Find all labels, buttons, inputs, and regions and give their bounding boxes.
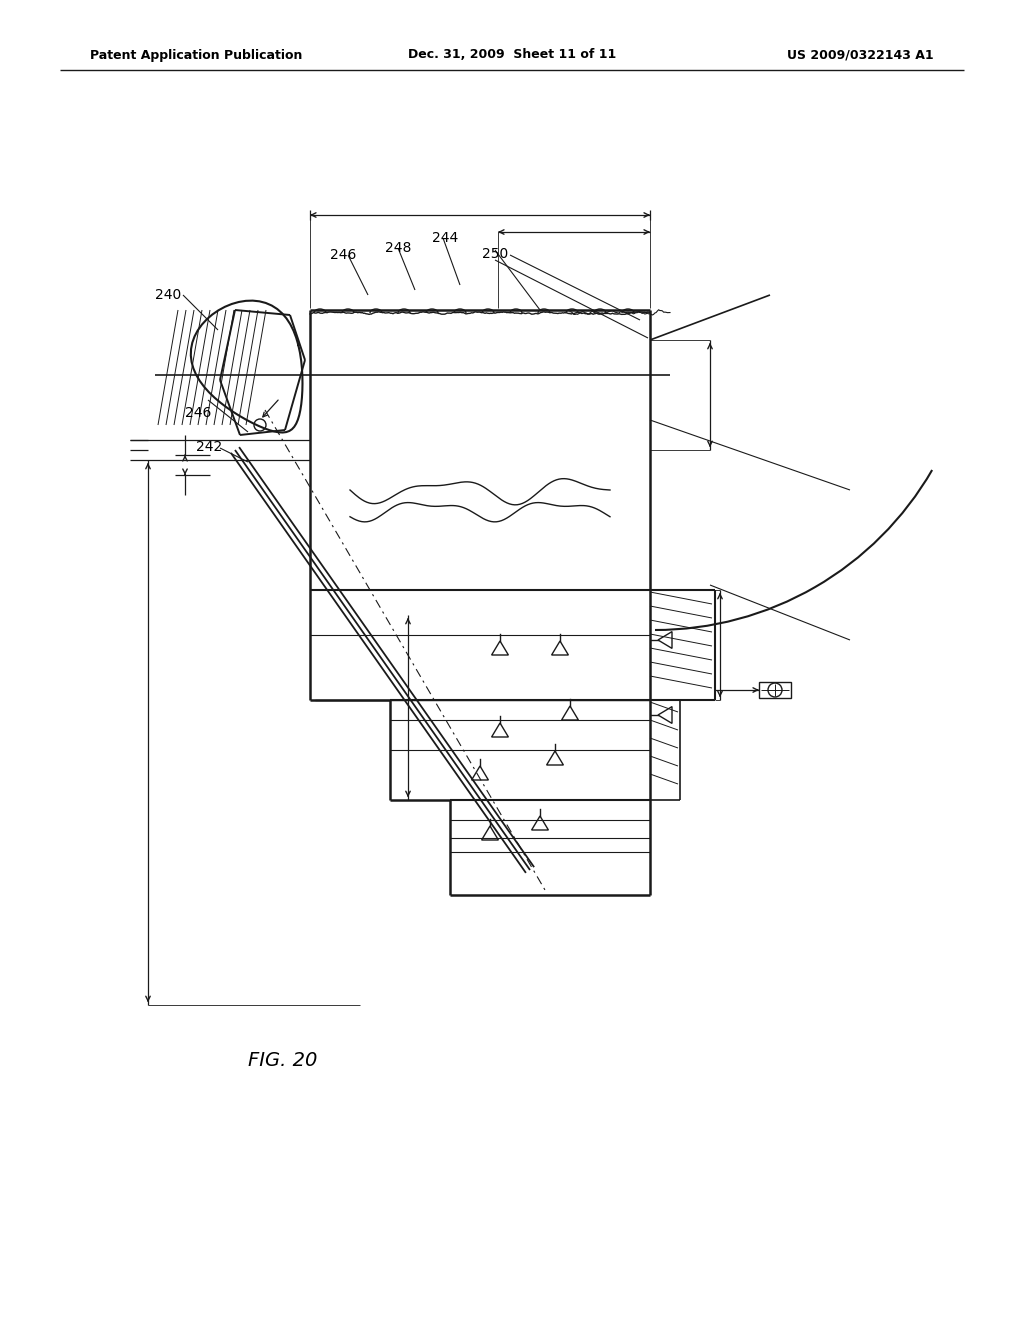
- Text: Dec. 31, 2009  Sheet 11 of 11: Dec. 31, 2009 Sheet 11 of 11: [408, 49, 616, 62]
- Text: 240: 240: [155, 288, 181, 302]
- Text: 250: 250: [482, 247, 508, 261]
- Text: 246: 246: [185, 407, 211, 420]
- Text: FIG. 20: FIG. 20: [248, 1051, 317, 1069]
- Bar: [759, 682, 791, 698]
- Text: 248: 248: [385, 242, 412, 255]
- Text: Patent Application Publication: Patent Application Publication: [90, 49, 302, 62]
- Text: 244: 244: [432, 231, 459, 246]
- Text: US 2009/0322143 A1: US 2009/0322143 A1: [787, 49, 934, 62]
- Text: 242: 242: [196, 440, 222, 454]
- Text: 246: 246: [330, 248, 356, 261]
